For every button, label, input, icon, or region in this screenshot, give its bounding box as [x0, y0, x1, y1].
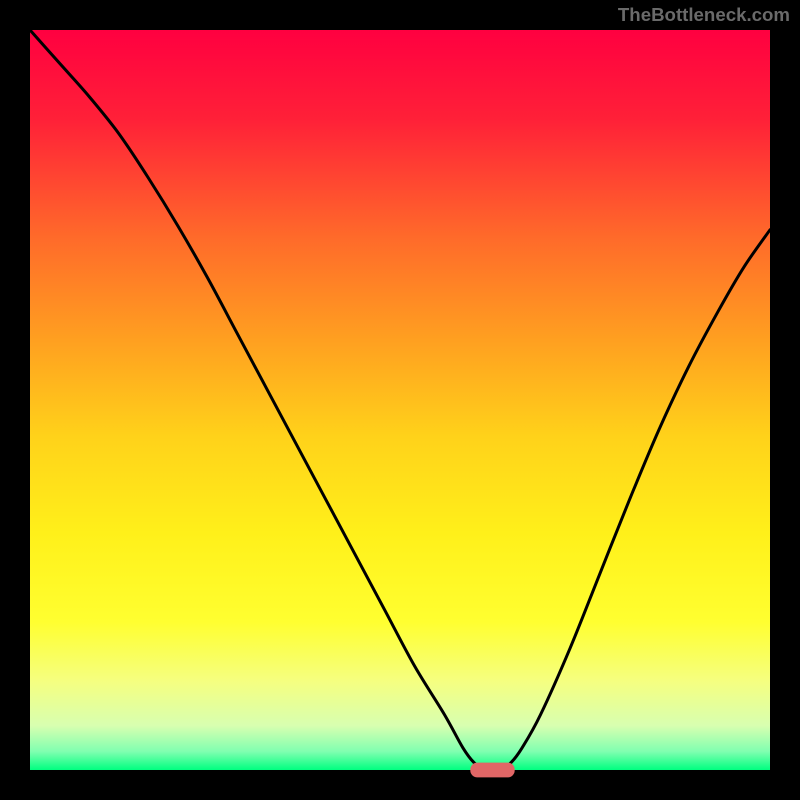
watermark-text: TheBottleneck.com	[618, 4, 790, 26]
chart-container: TheBottleneck.com	[0, 0, 800, 800]
plot-area	[30, 30, 770, 770]
chart-svg	[0, 0, 800, 800]
optimum-marker	[470, 763, 514, 778]
